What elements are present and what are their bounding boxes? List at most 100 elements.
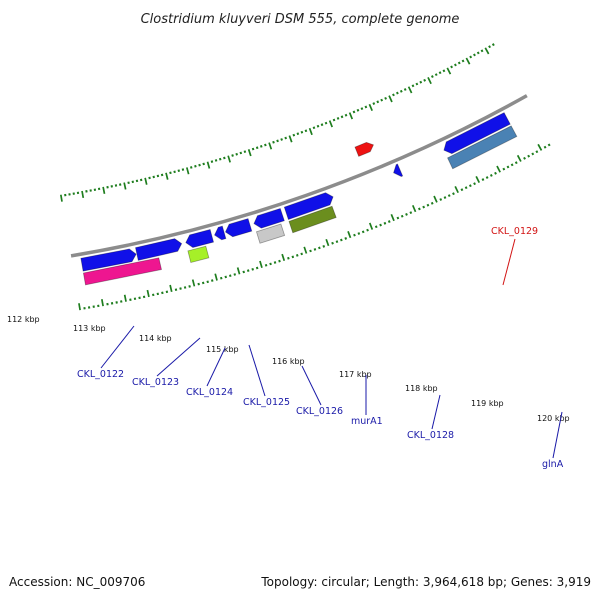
minor-tick	[476, 51, 480, 55]
gene-label: CKL_0123	[132, 377, 179, 388]
scale-label: 117 kbp	[339, 370, 372, 379]
major-tick	[123, 182, 127, 190]
gene-label: murA1	[351, 416, 383, 427]
feature-blue-g	[283, 192, 334, 220]
minor-tick	[469, 55, 473, 59]
leader-line	[552, 411, 563, 459]
genome-summary-text: Topology: circular; Length: 3,964,618 bp…	[260, 575, 591, 589]
leader-line	[431, 394, 441, 430]
major-tick	[368, 103, 373, 112]
minor-tick	[491, 43, 495, 47]
minor-tick	[494, 171, 497, 175]
minor-tick	[489, 174, 493, 177]
minor-tick	[300, 252, 303, 256]
minor-tick	[233, 273, 237, 276]
minor-tick	[506, 165, 510, 169]
minor-tick	[409, 211, 413, 215]
inner-tick-ring	[60, 43, 495, 202]
major-tick	[185, 167, 190, 175]
accession-text: Accession: NC_009706	[9, 575, 145, 589]
minor-tick	[242, 270, 245, 274]
leader-line	[248, 344, 266, 397]
minor-tick	[353, 233, 356, 237]
minor-tick	[336, 117, 340, 120]
feature-blue-e	[224, 218, 253, 238]
minor-tick	[292, 133, 296, 137]
minor-tick	[415, 82, 419, 86]
minor-tick	[384, 96, 387, 100]
scale-label: 113 kbp	[73, 324, 106, 333]
scale-labels: 112 kbp 113 kbp 114 kbp 115 kbp 116 kbp 117 k…	[7, 315, 570, 423]
major-tick	[308, 127, 313, 136]
minor-tick	[313, 248, 317, 251]
minor-tick	[276, 139, 279, 143]
minor-tick	[502, 167, 506, 171]
major-tick	[191, 279, 196, 287]
minor-tick	[357, 232, 361, 235]
feature-blue-b	[135, 238, 183, 261]
minor-tick	[316, 124, 320, 128]
minor-tick	[434, 73, 438, 77]
minor-tick	[183, 286, 187, 289]
feature-track	[80, 112, 518, 286]
minor-tick	[210, 160, 214, 163]
major-tick	[268, 142, 273, 150]
major-tick	[303, 246, 308, 254]
minor-tick	[400, 214, 404, 218]
minor-tick	[543, 145, 547, 149]
minor-tick	[352, 110, 356, 114]
minor-tick	[366, 228, 369, 232]
minor-tick	[197, 282, 200, 286]
feature-blue-i	[443, 112, 511, 155]
minor-tick	[148, 176, 151, 180]
outer-tick-ring	[78, 143, 551, 311]
minor-tick	[387, 220, 391, 223]
minor-tick	[450, 65, 453, 69]
minor-tick	[169, 171, 172, 175]
major-tick	[169, 284, 173, 293]
minor-tick	[296, 132, 300, 136]
gene-label: glnA	[542, 459, 564, 470]
gene-label: CKL_0126	[296, 406, 343, 417]
minor-tick	[188, 285, 191, 288]
major-tick	[288, 135, 293, 143]
feature-blue-c	[185, 229, 215, 248]
minor-tick	[535, 150, 539, 154]
minor-tick	[380, 98, 384, 102]
major-tick	[206, 161, 211, 169]
minor-tick	[374, 225, 378, 229]
minor-tick	[287, 256, 290, 260]
major-tick	[454, 185, 459, 194]
minor-tick	[224, 275, 228, 279]
scale-label: 119 kbp	[471, 399, 504, 408]
minor-tick	[488, 45, 491, 49]
minor-tick	[239, 151, 243, 155]
major-tick	[60, 194, 63, 202]
minor-tick	[255, 266, 259, 270]
minor-tick	[312, 126, 316, 130]
minor-tick	[422, 205, 426, 209]
minor-tick	[423, 78, 427, 82]
major-tick	[411, 205, 417, 213]
leader-line	[301, 365, 322, 406]
leader-line	[100, 325, 135, 369]
minor-tick	[360, 107, 364, 111]
minor-tick	[426, 203, 430, 207]
major-tick	[390, 214, 395, 222]
minor-tick	[280, 138, 283, 141]
minor-tick	[460, 188, 464, 192]
major-tick	[433, 195, 438, 203]
minor-tick	[356, 108, 360, 112]
minor-tick	[419, 80, 423, 84]
feature-blue-d	[214, 225, 227, 241]
minor-tick	[457, 61, 461, 65]
major-tick	[227, 155, 231, 163]
major-tick	[102, 186, 106, 195]
feature-blue-h	[393, 163, 404, 177]
minor-tick	[454, 63, 457, 67]
minor-tick	[324, 121, 328, 125]
minor-tick	[206, 280, 209, 284]
minor-tick	[361, 230, 365, 234]
minor-tick	[210, 279, 214, 282]
minor-tick	[273, 261, 277, 264]
